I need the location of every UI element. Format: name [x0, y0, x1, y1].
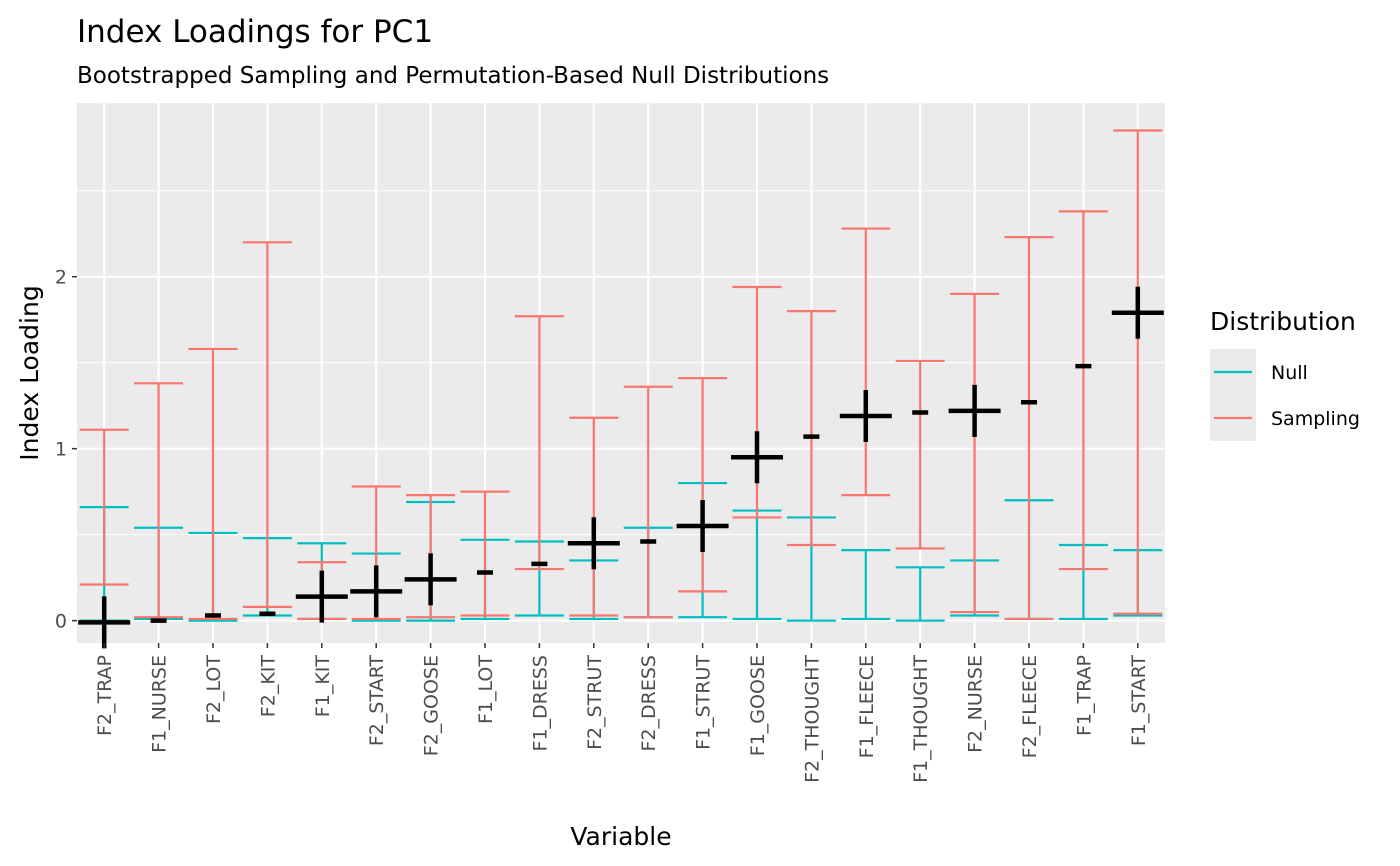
errorbar-null [841, 549, 891, 621]
chart-title: Index Loadings for PC1 [77, 14, 433, 50]
x-tick-label: F2_LOT [203, 655, 225, 724]
y-axis: 0 1 2 [55, 267, 77, 633]
errorbar-sampling [188, 347, 238, 621]
point-plus [676, 500, 729, 553]
point-plus [948, 384, 1001, 437]
x-tick-label: F1_LOT [475, 655, 497, 724]
point-plus [350, 565, 403, 618]
legend-label-sampling: Sampling [1271, 408, 1360, 430]
x-tick-label: F2_GOOSE [421, 655, 443, 756]
x-tick-label: F2_THOUGHT [801, 655, 823, 783]
point-plus [295, 570, 348, 623]
x-tick-label: F2_FLEECE [1019, 655, 1041, 758]
errorbar-sampling [514, 315, 564, 571]
error-bars [79, 129, 1163, 622]
x-axis-title: Variable [570, 822, 671, 851]
errorbar-null [895, 566, 945, 622]
errorbar-sampling [79, 428, 129, 586]
x-tick-label: F2_START [366, 655, 388, 747]
errorbar-sampling [1058, 210, 1108, 571]
x-axis: F2_TRAP F1_NURSE F2_LOT F2_KIT F1_KIT F2_STAR… [94, 643, 1150, 783]
x-tick-label: F1_START [1128, 655, 1150, 747]
point-plus [731, 431, 783, 484]
y-tick-label: 2 [55, 267, 67, 289]
errorbar-sampling [569, 416, 619, 617]
x-tick-label: F1_TRAP [1073, 655, 1095, 736]
point-plus [78, 596, 131, 649]
x-tick-label: F2_DRESS [638, 655, 660, 751]
y-axis-title: Index Loading [15, 285, 44, 460]
x-tick-label: F1_GOOSE [747, 655, 769, 756]
errorbar-sampling [678, 377, 728, 593]
legend: Distribution Null Sampling [1210, 307, 1360, 441]
errorbar-sampling [242, 241, 292, 608]
x-tick-label: F1_DRESS [529, 655, 551, 751]
x-tick-label: F2_KIT [257, 655, 279, 718]
x-tick-label: F2_TRAP [94, 655, 116, 736]
errorbar-sampling [134, 382, 184, 619]
y-tick-label: 1 [55, 439, 67, 461]
legend-label-null: Null [1271, 362, 1308, 384]
plot-panel [77, 103, 1165, 643]
x-tick-label: F2_NURSE [965, 655, 987, 753]
errorbar-sampling [1004, 236, 1054, 621]
chart-subtitle: Bootstrapped Sampling and Permutation-Ba… [77, 63, 829, 89]
x-tick-label: F2_STRUT [584, 655, 606, 750]
x-tick-label: F1_STRUT [693, 655, 715, 750]
legend-title: Distribution [1210, 307, 1356, 336]
point-markers [78, 286, 1164, 649]
point-plus [567, 517, 620, 570]
errorbar-sampling [950, 292, 1000, 614]
x-tick-label: F1_NURSE [149, 655, 171, 753]
y-tick-label: 0 [55, 611, 67, 633]
errorbar-sampling [460, 490, 510, 617]
x-tick-label: F1_THOUGHT [910, 655, 932, 783]
errorbar-sampling [623, 385, 673, 619]
x-tick-label: F1_FLEECE [856, 655, 878, 758]
x-tick-label: F1_KIT [312, 655, 334, 718]
point-plus [404, 553, 457, 606]
errorbar-sampling [786, 309, 836, 547]
errorbar-sampling [1113, 129, 1163, 615]
errorbar-sampling [895, 359, 945, 550]
grid-minor [77, 190, 1165, 536]
point-plus [1111, 286, 1164, 339]
point-plus [839, 389, 892, 442]
errorbar-sampling [841, 227, 891, 497]
